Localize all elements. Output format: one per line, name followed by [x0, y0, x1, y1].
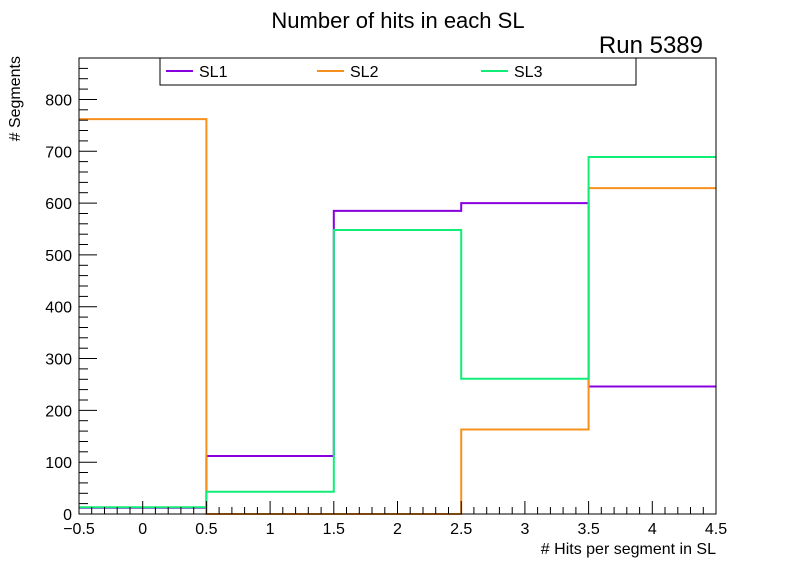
x-tick-label: 3.5 [577, 521, 599, 538]
y-tick-label: 300 [45, 352, 72, 369]
x-tick-label: 2 [393, 521, 402, 538]
axis-layer: −0.5 0 0.5 1 1.5 2 2.5 3 3.5 4 4.50100200300400500… [45, 57, 727, 538]
legend-items: SL1 SL2 SL3 [166, 64, 543, 81]
series-sl1-line [79, 202, 716, 509]
run-annotation: Run 5389 [599, 32, 703, 59]
y-tick-label: 800 [45, 93, 72, 110]
legend: SL1 SL2 SL3 [159, 57, 637, 86]
y-tick-label: 700 [45, 144, 72, 161]
y-tick-label: 0 [63, 507, 72, 524]
legend-label-sl2: SL2 [350, 64, 379, 81]
legend-label-sl1: SL1 [199, 64, 228, 81]
x-tick-label: 4 [648, 521, 657, 538]
x-tick-label: 0.5 [195, 521, 217, 538]
series-layer [79, 118, 716, 515]
x-tick-label: 1.5 [323, 521, 345, 538]
series-sl3-line [79, 156, 716, 509]
x-tick-label: 2.5 [450, 521, 472, 538]
y-tick-label: 400 [45, 300, 72, 317]
y-tick-label: 100 [45, 455, 72, 472]
x-tick-label: 0 [138, 521, 147, 538]
chart-title: Number of hits in each SL [271, 8, 524, 33]
y-axis-label: # Segments [7, 56, 24, 141]
plot-frame [78, 57, 717, 515]
x-tick-label: 4.5 [705, 521, 727, 538]
y-tick-label: 600 [45, 196, 72, 213]
series-sl2-line [79, 118, 716, 515]
y-tick-label: 200 [45, 403, 72, 420]
x-tick-label: 3 [520, 521, 529, 538]
legend-box [159, 57, 637, 86]
x-tick-label: −0.5 [63, 521, 95, 538]
x-tick-label: 1 [266, 521, 275, 538]
x-axis-label: # Hits per segment in SL [541, 541, 716, 558]
legend-label-sl3: SL3 [514, 64, 543, 81]
y-tick-label: 500 [45, 248, 72, 265]
